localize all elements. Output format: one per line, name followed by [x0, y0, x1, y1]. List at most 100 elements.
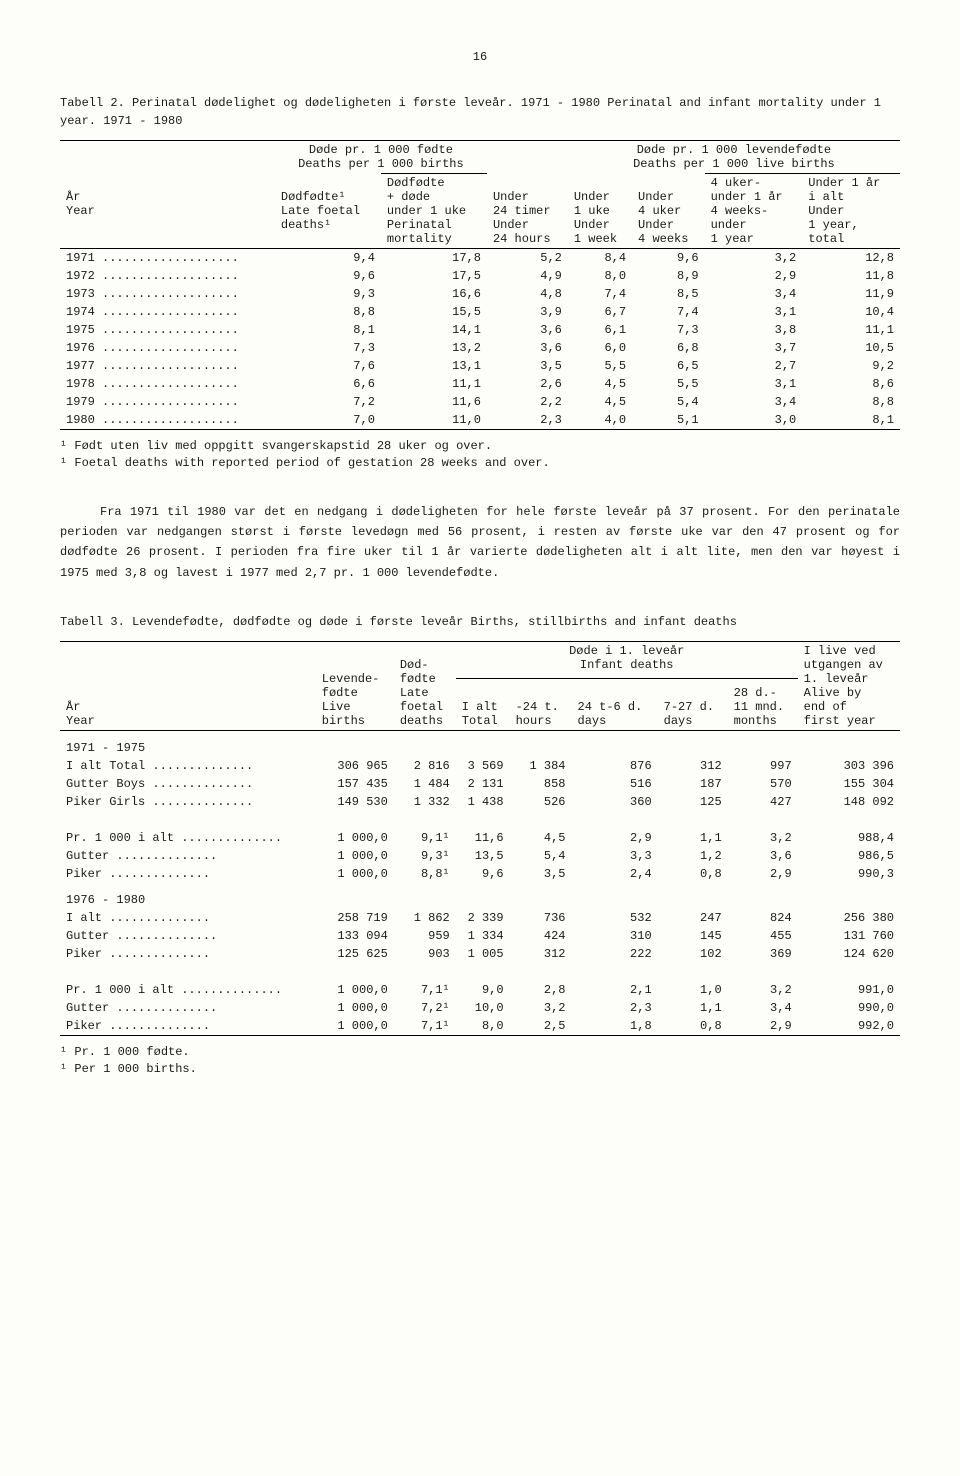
table-cell: 6,7	[568, 303, 632, 321]
table-cell: 155 304	[798, 775, 900, 793]
table-cell: 7,6	[275, 357, 381, 375]
table-cell: 8,6	[802, 375, 900, 393]
table-cell: 8,0	[568, 267, 632, 285]
table-row-label: Pr. 1 000 i alt	[60, 981, 316, 999]
t2-h6e: 1 year	[711, 232, 754, 246]
table-cell: 988,4	[798, 829, 900, 847]
table-cell: 1 005	[456, 945, 510, 963]
table-cell: 5,4	[510, 847, 572, 865]
table-cell: 1 000,0	[316, 1017, 394, 1035]
table-cell: 9,6	[275, 267, 381, 285]
table-cell: 1,1	[658, 999, 728, 1017]
table-cell: 6,6	[275, 375, 381, 393]
table-cell: 15,5	[381, 303, 487, 321]
table-cell: 17,8	[381, 249, 487, 268]
table-cell: 1 438	[456, 793, 510, 811]
table3-footnotes: ¹ Pr. 1 000 fødte. ¹ Per 1 000 births.	[60, 1044, 900, 1078]
page-number: 16	[60, 50, 900, 64]
table-cell: 16,6	[381, 285, 487, 303]
table-row-label: Gutter	[60, 999, 316, 1017]
t2-h6d: under	[711, 218, 747, 232]
table-cell: 312	[658, 757, 728, 775]
table2-caption: Tabell 2. Perinatal dødelighet og dødeli…	[60, 94, 900, 130]
table-cell: 2,2	[487, 393, 568, 411]
table-cell: 5,5	[632, 375, 705, 393]
table-cell: 149 530	[316, 793, 394, 811]
table-cell: 570	[728, 775, 798, 793]
table-cell: 8,9	[632, 267, 705, 285]
table-cell: 7,2¹	[394, 999, 456, 1017]
table-cell: 7,0	[275, 411, 381, 430]
table-cell: 6,1	[568, 321, 632, 339]
t2-h7d: 1 year,	[808, 218, 858, 232]
table-row-label: Gutter	[60, 927, 316, 945]
t3-h5a: 24 t-6 d.	[578, 700, 643, 714]
table-cell: 3,2	[728, 829, 798, 847]
table-cell: 2 339	[456, 909, 510, 927]
table-cell: 369	[728, 945, 798, 963]
table-cell: 6,0	[568, 339, 632, 357]
t2-h3c: Under	[493, 218, 529, 232]
table-cell: 10,5	[802, 339, 900, 357]
table-cell: 145	[658, 927, 728, 945]
t2-h7c: Under	[808, 204, 844, 218]
table-cell: 5,5	[568, 357, 632, 375]
table-row-label: Piker	[60, 865, 316, 883]
table-cell: 3,6	[487, 321, 568, 339]
table-cell: 5,2	[487, 249, 568, 268]
table-cell: 7,3	[275, 339, 381, 357]
table-cell: 102	[658, 945, 728, 963]
table-cell: 3,5	[510, 865, 572, 883]
table-cell: 2,8	[510, 981, 572, 999]
t3-h8a: I live ved	[804, 644, 876, 658]
table-cell: 310	[572, 927, 658, 945]
table-row-label: Gutter Boys	[60, 775, 316, 793]
table-cell: 3,2	[510, 999, 572, 1017]
table-cell: 1,2	[658, 847, 728, 865]
table-cell: 3,7	[705, 339, 803, 357]
t2-h3b: 24 timer	[493, 204, 551, 218]
t3-h1c: Live	[322, 700, 351, 714]
table-cell: 17,5	[381, 267, 487, 285]
table-row-year: 1971	[60, 249, 275, 268]
table3-caption: Tabell 3. Levendefødte, dødfødte og døde…	[60, 613, 900, 631]
table-cell: 1 332	[394, 793, 456, 811]
t3-h4b: hours	[516, 714, 552, 728]
t3-span1b: Infant deaths	[580, 658, 674, 672]
t3-h1a: Levende-	[322, 672, 380, 686]
table-cell: 8,4	[568, 249, 632, 268]
table-cell: 8,5	[632, 285, 705, 303]
table-cell: 3,5	[487, 357, 568, 375]
table-cell: 9,3	[275, 285, 381, 303]
table-row-year: 1980	[60, 411, 275, 430]
table-cell: 4,5	[568, 375, 632, 393]
table-cell: 5,1	[632, 411, 705, 430]
table-row-label: I alt Total	[60, 757, 316, 775]
table-cell: 7,3	[632, 321, 705, 339]
table-cell: 2,7	[705, 357, 803, 375]
table-cell: 986,5	[798, 847, 900, 865]
t2-h1c: deaths¹	[281, 218, 331, 232]
table-cell: 2,9	[728, 1017, 798, 1035]
table-cell: 148 092	[798, 793, 900, 811]
table-cell: 4,8	[487, 285, 568, 303]
t3-h6a: 7-27 d.	[664, 700, 714, 714]
table-cell: 858	[510, 775, 572, 793]
t2-h2b: + døde	[387, 190, 430, 204]
table-row-year: 1974	[60, 303, 275, 321]
table-cell: 3,3	[572, 847, 658, 865]
t3-h8e: end of	[804, 700, 847, 714]
table-cell: 3,4	[705, 393, 803, 411]
table-cell: 2,9	[728, 865, 798, 883]
table-cell: 824	[728, 909, 798, 927]
table-row-year: 1975	[60, 321, 275, 339]
t3-h3b: Total	[462, 714, 498, 728]
table-cell: 2 131	[456, 775, 510, 793]
t3-h0b: Year	[66, 714, 95, 728]
table-cell: 997	[728, 757, 798, 775]
table-cell: 8,8¹	[394, 865, 456, 883]
table-cell: 2,9	[705, 267, 803, 285]
table-cell: 125 625	[316, 945, 394, 963]
table-cell: 13,2	[381, 339, 487, 357]
table-row-label: Piker	[60, 945, 316, 963]
